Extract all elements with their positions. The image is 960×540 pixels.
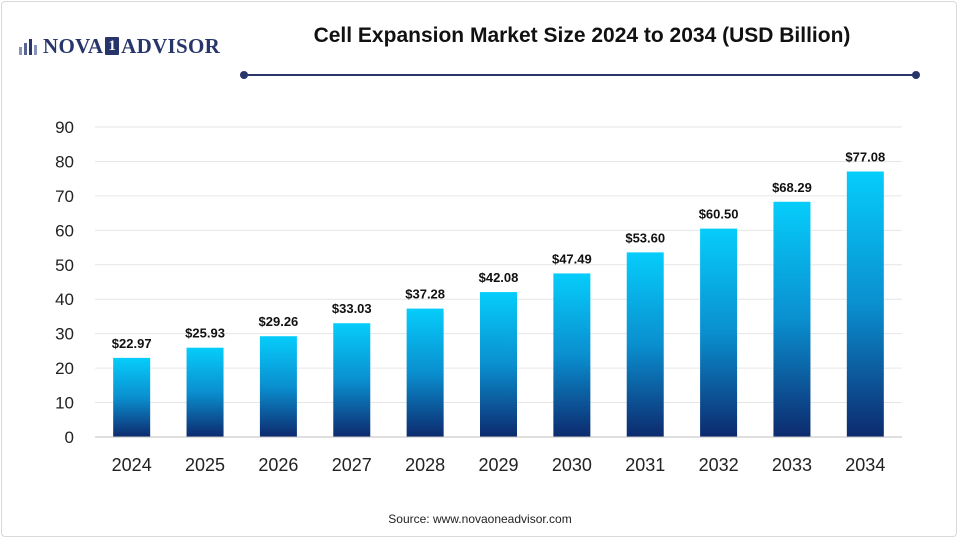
chart-title: Cell Expansion Market Size 2024 to 2034 … bbox=[313, 24, 851, 47]
bar-2029 bbox=[480, 292, 517, 437]
bar-2033 bbox=[773, 201, 811, 437]
y-tick-label: 50 bbox=[55, 256, 74, 275]
data-label-2033: $68.29 bbox=[772, 180, 812, 195]
brand-logo: NOVA 1 ADVISOR bbox=[18, 34, 220, 58]
title-rule-dot-right bbox=[912, 71, 920, 79]
bar-2028 bbox=[406, 308, 444, 437]
bar-2031 bbox=[626, 252, 664, 437]
y-tick-label: 90 bbox=[55, 118, 74, 137]
bars bbox=[113, 171, 884, 437]
bar-2027 bbox=[333, 323, 371, 437]
y-tick-label: 10 bbox=[55, 394, 74, 413]
logo-text-right: ADVISOR bbox=[121, 33, 221, 58]
bar-2026 bbox=[259, 336, 297, 437]
x-tick-label-2024: 2024 bbox=[112, 455, 152, 475]
y-tick-label: 30 bbox=[55, 325, 74, 344]
x-tick-label-2034: 2034 bbox=[845, 455, 885, 475]
logo-text-box: 1 bbox=[105, 37, 120, 55]
data-label-2026: $29.26 bbox=[259, 314, 299, 329]
bar-2032 bbox=[700, 228, 738, 437]
x-tick-label-2031: 2031 bbox=[625, 455, 665, 475]
bar-2034 bbox=[846, 171, 884, 437]
x-tick-label-2029: 2029 bbox=[478, 455, 518, 475]
y-tick-label: 70 bbox=[55, 187, 74, 206]
y-tick-label: 80 bbox=[55, 152, 74, 171]
bar-chart-logo-icon bbox=[19, 39, 37, 55]
bar-2024 bbox=[113, 357, 151, 437]
x-tick-label-2027: 2027 bbox=[332, 455, 372, 475]
data-label-2024: $22.97 bbox=[112, 336, 152, 351]
title-rule-dot-left bbox=[240, 71, 248, 79]
x-axis-ticks: 2024 2025 2026 2027 2028 2029 2030 2031 2032 2033… bbox=[112, 455, 886, 475]
data-label-2030: $47.49 bbox=[552, 251, 592, 266]
bar-2025 bbox=[186, 347, 224, 437]
y-tick-label: 40 bbox=[55, 290, 74, 309]
data-label-2029: $42.08 bbox=[479, 270, 519, 285]
data-label-2028: $37.28 bbox=[405, 287, 445, 302]
x-tick-label-2026: 2026 bbox=[258, 455, 298, 475]
data-label-2032: $60.50 bbox=[699, 207, 739, 222]
x-tick-label-2025: 2025 bbox=[185, 455, 225, 475]
x-tick-label-2033: 2033 bbox=[772, 455, 812, 475]
y-tick-label: 0 bbox=[65, 428, 74, 447]
x-tick-label-2030: 2030 bbox=[552, 455, 592, 475]
title-rule bbox=[244, 74, 916, 76]
data-label-2031: $53.60 bbox=[625, 230, 665, 245]
y-axis-ticks: 0 10 20 30 40 50 60 70 80 90 bbox=[55, 118, 74, 447]
data-label-2025: $25.93 bbox=[185, 326, 225, 341]
y-tick-label: 60 bbox=[55, 221, 74, 240]
x-tick-label-2028: 2028 bbox=[405, 455, 445, 475]
data-label-2027: $33.03 bbox=[332, 301, 372, 316]
x-tick-label-2032: 2032 bbox=[699, 455, 739, 475]
data-label-2034: $77.08 bbox=[845, 150, 885, 165]
bar-2030 bbox=[553, 273, 591, 437]
y-tick-label: 20 bbox=[55, 359, 74, 378]
source-note: Source: www.novaoneadvisor.com bbox=[388, 512, 572, 526]
logo-text-left: NOVA bbox=[43, 33, 104, 58]
data-labels: $22.97 $25.93 $29.26 $33.03 $37.28 $42.08 $47.… bbox=[112, 150, 885, 351]
